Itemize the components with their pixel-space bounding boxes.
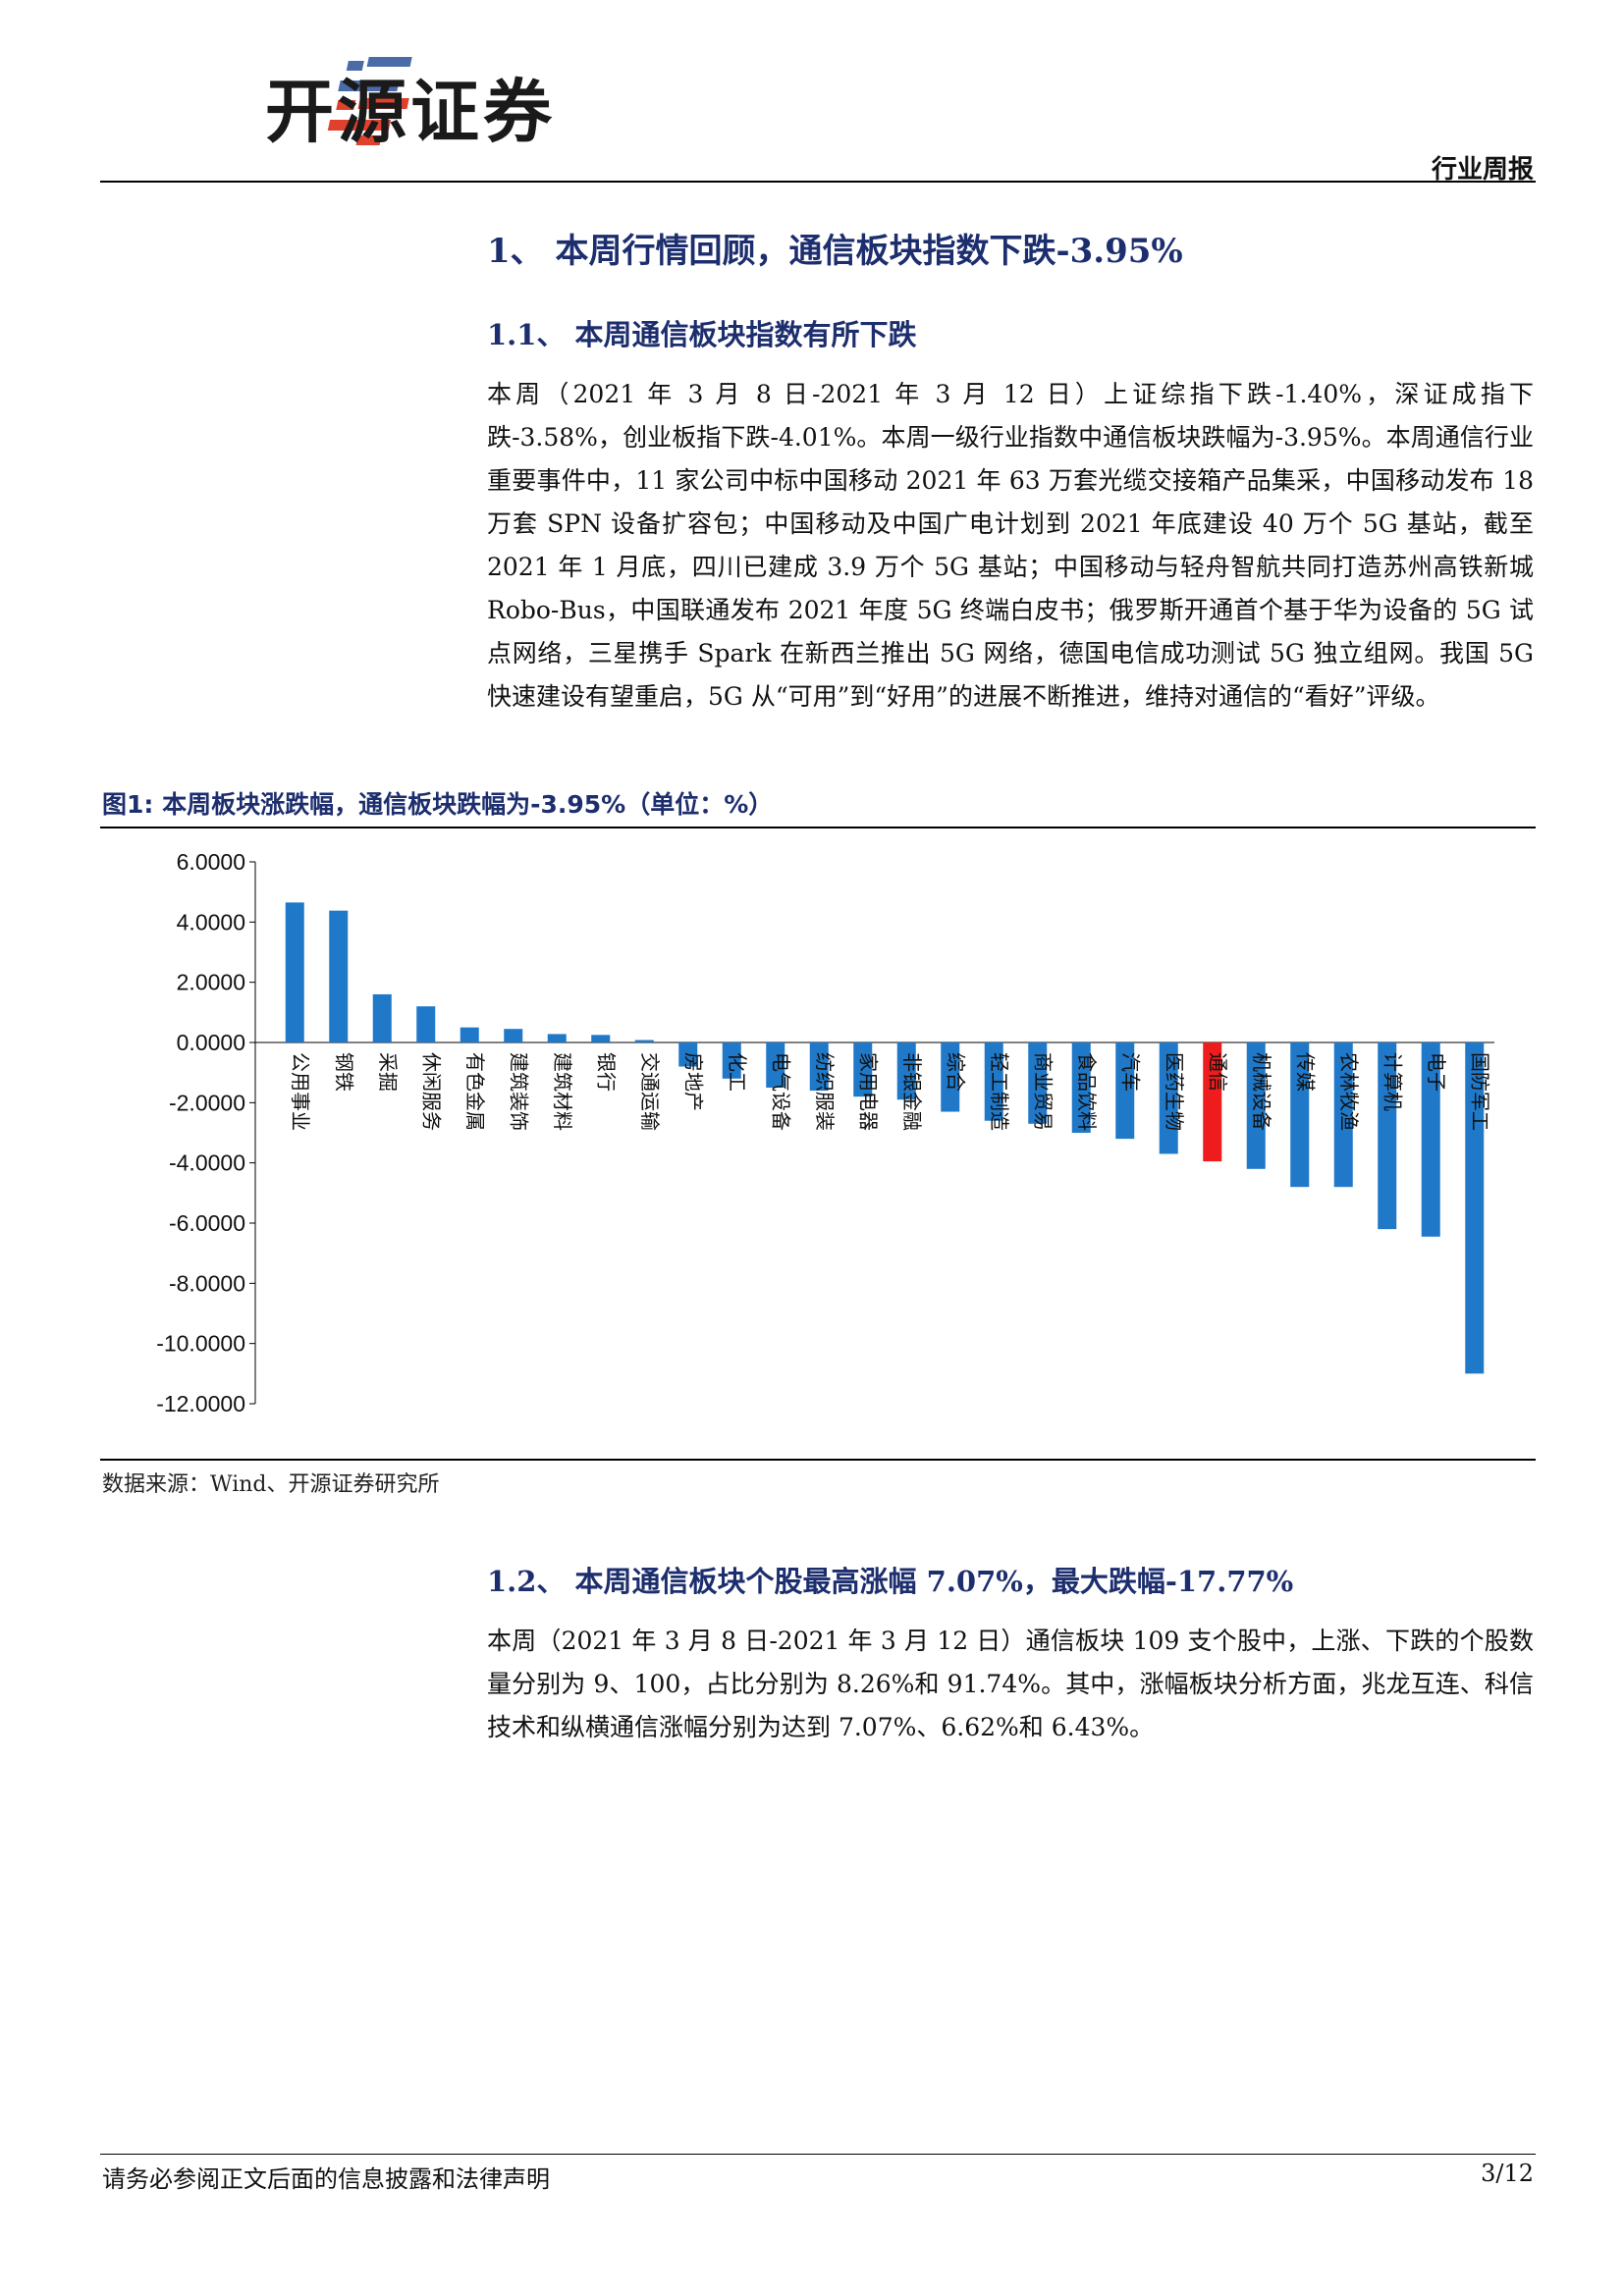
company-logo-icon	[327, 57, 412, 145]
bar-2	[329, 910, 349, 1042]
category-label: 医药生物	[1163, 1052, 1186, 1131]
category-label: 家用电器	[856, 1052, 880, 1131]
section-1-title: 1、 本周行情回顾，通信板块指数下跌-3.95%	[487, 232, 1183, 271]
footer-divider	[100, 2154, 1536, 2155]
y-tick-label: 0.0000	[177, 1030, 245, 1055]
category-label: 传媒	[1293, 1052, 1317, 1092]
bar-4	[416, 1006, 436, 1042]
category-label: 休闲服务	[419, 1052, 443, 1131]
y-tick-label: -2.0000	[169, 1090, 245, 1115]
category-label: 化工	[726, 1052, 749, 1092]
figure-top-rule	[100, 827, 1536, 828]
category-label: 通信	[1206, 1052, 1229, 1092]
category-label: 机械设备	[1250, 1052, 1273, 1131]
bar-11	[722, 1042, 741, 1079]
bar-24	[1290, 1042, 1310, 1188]
category-label: 非银金融	[900, 1052, 924, 1131]
y-tick-label: 4.0000	[177, 909, 245, 934]
category-label: 有色金属	[463, 1052, 487, 1131]
figure-title: 图1: 本周板块涨跌幅，通信板块跌幅为-3.95%（单位：%）	[102, 790, 774, 819]
bar-6	[504, 1029, 523, 1042]
page-number: 3/12	[1481, 2160, 1534, 2187]
category-label: 电气设备	[769, 1052, 792, 1131]
category-label: 采掘	[376, 1052, 400, 1092]
category-label: 交通运输	[638, 1052, 662, 1131]
bar-28	[1465, 1042, 1485, 1374]
category-label: 纺织服装	[813, 1052, 837, 1131]
category-label: 电子	[1425, 1052, 1448, 1092]
bar-14	[853, 1042, 873, 1097]
y-tick-label: -12.0000	[156, 1391, 245, 1416]
bar-3	[372, 993, 392, 1042]
section-1-2-title: 1.2、 本周通信板块个股最高涨幅 7.07%，最大跌幅-17.77%	[487, 1565, 1294, 1598]
figure-bottom-rule	[100, 1459, 1536, 1461]
bar-26	[1378, 1042, 1397, 1230]
bar-15	[896, 1042, 916, 1100]
bar-25	[1333, 1042, 1353, 1188]
category-label: 商业贸易	[1031, 1052, 1055, 1131]
category-label: 汽车	[1118, 1052, 1142, 1092]
bar-22	[1203, 1042, 1222, 1162]
y-tick-label: -6.0000	[169, 1210, 245, 1236]
category-label: 国防军工	[1468, 1052, 1491, 1131]
category-label: 食品饮料	[1075, 1052, 1099, 1131]
bar-5	[460, 1027, 479, 1042]
category-label: 建筑装饰	[507, 1052, 530, 1131]
y-tick-label: -8.0000	[169, 1270, 245, 1296]
category-label: 房地产	[681, 1052, 705, 1111]
header-divider	[100, 181, 1536, 183]
y-tick-label: -10.0000	[156, 1331, 245, 1357]
y-tick-label: 6.0000	[177, 849, 245, 875]
bar-19	[1071, 1042, 1091, 1133]
bar-9	[634, 1040, 654, 1042]
category-label: 公用事业	[289, 1052, 312, 1131]
bar-17	[984, 1042, 1003, 1121]
bar-12	[766, 1042, 785, 1088]
category-label: 农林牧渔	[1337, 1052, 1361, 1131]
bar-18	[1028, 1042, 1048, 1124]
bar-21	[1159, 1042, 1178, 1154]
bar-10	[678, 1042, 698, 1067]
figure-source: 数据来源：Wind、开源证券研究所	[102, 1472, 440, 1497]
report-type: 行业周报	[1431, 155, 1534, 185]
section-1-2-paragraph: 本周（2021 年 3 月 8 日-2021 年 3 月 12 日）通信板块 1…	[487, 1627, 1534, 1741]
footer-disclaimer: 请务必参阅正文后面的信息披露和法律声明	[102, 2165, 550, 2193]
bar-27	[1421, 1042, 1440, 1237]
category-label: 建筑材料	[551, 1052, 574, 1131]
category-label: 银行	[594, 1052, 618, 1092]
category-label: 轻工制造	[988, 1052, 1011, 1131]
bar-8	[591, 1035, 611, 1042]
bar-7	[547, 1034, 567, 1042]
y-tick-label: -4.0000	[169, 1150, 245, 1176]
category-label: 计算机	[1380, 1052, 1404, 1111]
section-1-1-paragraph: 本周（2021 年 3 月 8 日-2021 年 3 月 12 日）上证综指下跌…	[487, 380, 1534, 711]
category-label: 综合	[944, 1052, 967, 1092]
bar-23	[1246, 1042, 1266, 1169]
sector-change-bar-chart: 6.0000 4.0000 2.0000 0.0000 -2.0000 -4.0000 -6…	[156, 849, 1494, 1416]
category-label: 钢铁	[332, 1052, 355, 1092]
bar-1	[285, 902, 304, 1042]
section-1-1-title: 1.1、 本周通信板块指数有所下跌	[487, 318, 917, 351]
y-tick-label: 2.0000	[177, 970, 245, 995]
bar-16	[941, 1042, 960, 1112]
bar-13	[809, 1042, 829, 1092]
logo-text: 开源证券	[265, 72, 556, 152]
bar-20	[1115, 1042, 1135, 1140]
